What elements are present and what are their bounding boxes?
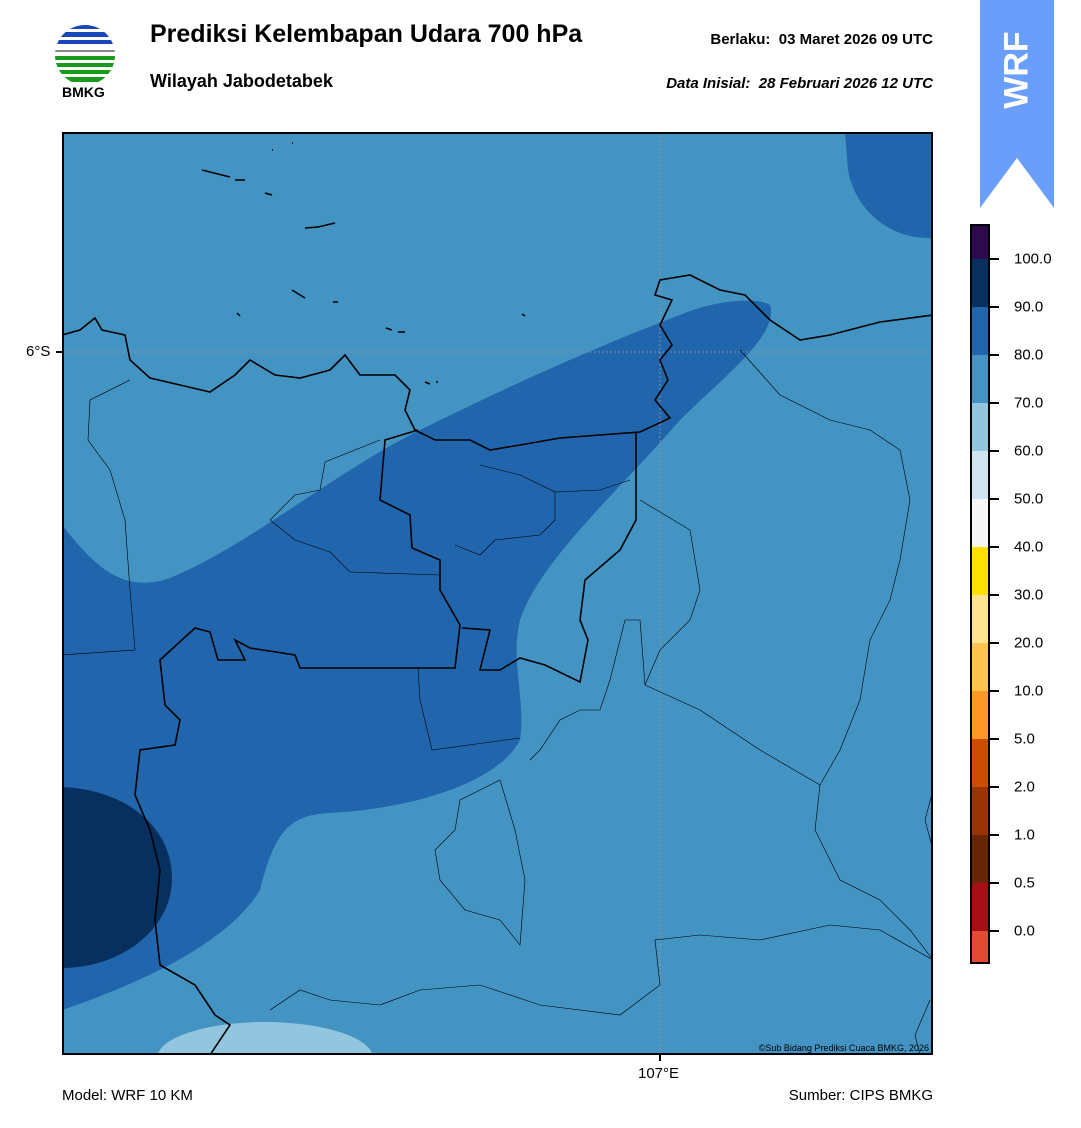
colorbar-segment: [972, 259, 988, 307]
colorbar-segment: [972, 499, 988, 547]
colorbar-tick-label: 20.0: [1014, 634, 1044, 652]
colorbar-tick: [990, 882, 999, 884]
lon-label: 107°E: [638, 1065, 680, 1082]
humidity-map: ©Sub Bidang Prediksi Cuaca BMKG, 2026: [62, 132, 933, 1055]
colorbar-tick: [990, 594, 999, 596]
valid-time: Berlaku: 03 Maret 2026 09 UTC: [710, 31, 933, 48]
wrf-badge: WRF: [980, 0, 1054, 208]
colorbar-tick: [990, 546, 999, 548]
page-title: Prediksi Kelembapan Udara 700 hPa: [150, 20, 583, 48]
colorbar-tick: [990, 354, 999, 356]
colorbar-tick: [990, 690, 999, 692]
colorbar-tick: [990, 498, 999, 500]
logo-text: BMKG: [62, 84, 105, 100]
colorbar-tick-label: 10.0: [1014, 682, 1044, 700]
colorbar-tick: [990, 402, 999, 404]
lon-tick: [659, 1055, 661, 1061]
colorbar-segment: [972, 883, 988, 931]
init-label: Data Inisial:: [666, 75, 751, 92]
colorbar-segment: [972, 307, 988, 355]
colorbar-tick-label: 100.0: [1014, 250, 1052, 268]
colorbar-segment: [972, 787, 988, 835]
colorbar-tick: [990, 258, 999, 260]
colorbar-tick-label: 50.0: [1014, 490, 1044, 508]
colorbar-segment: [972, 691, 988, 739]
colorbar-segment: [972, 595, 988, 643]
lat-label: 6°S: [26, 343, 51, 360]
colorbar-segment: [972, 643, 988, 691]
colorbar-tick: [990, 306, 999, 308]
valid-label: Berlaku:: [710, 31, 771, 48]
colorbar-tick-label: 40.0: [1014, 538, 1044, 556]
colorbar: [970, 224, 990, 964]
colorbar-tick-label: 30.0: [1014, 586, 1044, 604]
colorbar-tick: [990, 786, 999, 788]
colorbar-tick: [990, 930, 999, 932]
region-subtitle: Wilayah Jabodetabek: [150, 71, 333, 91]
islands: [201, 142, 526, 385]
field-90-100: [64, 787, 172, 968]
init-time: Data Inisial: 28 Februari 2026 12 UTC: [666, 75, 933, 92]
colorbar-tick-label: 90.0: [1014, 298, 1044, 316]
colorbar-tick-label: 60.0: [1014, 442, 1044, 460]
colorbar-segment: [972, 931, 988, 962]
colorbar-tick-label: 2.0: [1014, 778, 1035, 796]
colorbar-segment: [972, 355, 988, 403]
colorbar-segment: [972, 547, 988, 595]
colorbar-tick-label: 5.0: [1014, 730, 1035, 748]
colorbar-segment: [972, 403, 988, 451]
field-80-90-ne: [845, 134, 931, 238]
colorbar-tick: [990, 450, 999, 452]
colorbar-segment: [972, 226, 988, 259]
model-label: Model: WRF 10 KM: [62, 1087, 193, 1104]
field-60-70: [158, 1022, 372, 1053]
colorbar-tick: [990, 834, 999, 836]
init-value: 28 Februari 2026 12 UTC: [758, 75, 933, 92]
bmkg-logo: [55, 25, 115, 82]
colorbar-tick: [990, 642, 999, 644]
colorbar-tick-label: 0.5: [1014, 874, 1035, 892]
colorbar-segment: [972, 835, 988, 883]
colorbar-tick-label: 0.0: [1014, 922, 1035, 940]
colorbar-tick-label: 1.0: [1014, 826, 1035, 844]
colorbar-tick-label: 70.0: [1014, 394, 1044, 412]
lat-tick: [56, 351, 62, 353]
colorbar-segment: [972, 739, 988, 787]
coastline: [64, 274, 931, 1053]
source-label: Sumber: CIPS BMKG: [788, 1087, 933, 1104]
colorbar-tick-label: 80.0: [1014, 346, 1044, 364]
copyright: ©Sub Bidang Prediksi Cuaca BMKG, 2026: [758, 1043, 929, 1053]
field-80-90-band: [64, 300, 772, 1010]
colorbar-segment: [972, 451, 988, 499]
colorbar-tick: [990, 738, 999, 740]
regency-boundaries: [64, 349, 931, 1053]
wrf-badge-text: WRF: [997, 31, 1036, 109]
valid-value: 03 Maret 2026 09 UTC: [778, 31, 933, 48]
